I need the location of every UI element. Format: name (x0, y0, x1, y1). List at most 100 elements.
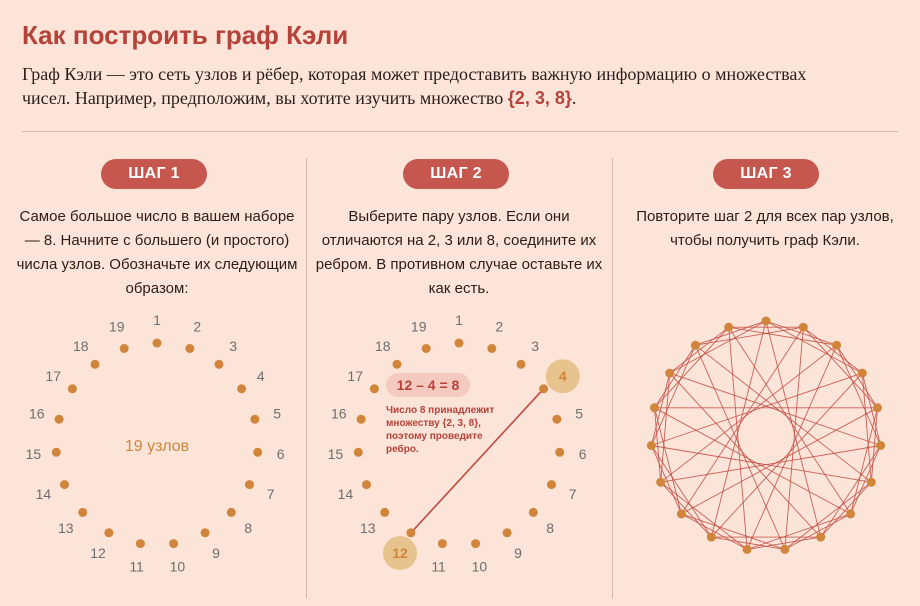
graph-node (185, 344, 195, 353)
graph-edge (784, 513, 851, 550)
graph-edge (669, 320, 767, 374)
step-2-description: Выберите пару узлов. Если они отличаются… (315, 208, 603, 297)
graph-edge (660, 481, 712, 538)
graph-edge (681, 326, 804, 515)
graph-node (226, 507, 236, 517)
node-label: 17 (45, 368, 61, 384)
node-label: 8 (546, 520, 554, 536)
graph-node (876, 441, 886, 450)
step-2-badge: ШАГ 2 (403, 159, 509, 189)
graph-edge (660, 481, 748, 550)
graph-edge (651, 372, 863, 446)
graph-edge (710, 320, 767, 538)
graph-node (646, 441, 656, 450)
graph-node (406, 528, 416, 538)
graph-edge (669, 372, 822, 538)
graph-edge (861, 373, 872, 483)
node-label: 9 (514, 545, 522, 561)
graph-node (798, 322, 808, 332)
edge-note-line: Число 8 принадлежит (386, 405, 494, 416)
graph-edge (650, 445, 682, 515)
graph-edge (728, 326, 837, 346)
graph-node (54, 414, 64, 424)
graph-node (200, 528, 210, 538)
header-divider (22, 131, 898, 132)
graph-node (353, 447, 363, 457)
graph-edge (695, 326, 804, 346)
graph-node (552, 414, 562, 424)
graph-node (250, 414, 260, 424)
highlight-node-4 (545, 359, 580, 394)
graph-edge (784, 481, 872, 550)
graph-node (78, 507, 88, 517)
graph-node (237, 384, 247, 394)
graph-edge (654, 344, 696, 409)
highlight-node-label: 4 (559, 368, 567, 384)
node-label: 5 (273, 406, 281, 422)
graph-node (857, 368, 867, 378)
graph-edge (870, 407, 878, 483)
graph-node (90, 359, 100, 369)
node-label: 13 (58, 520, 74, 536)
graph-node (502, 528, 512, 538)
node-label: 3 (531, 338, 539, 354)
graph-node (866, 477, 876, 487)
graph-edge (660, 344, 837, 483)
node-label: 11 (431, 558, 446, 574)
graph-node (369, 384, 379, 394)
node-label: 16 (331, 406, 347, 422)
graph-edges (650, 320, 882, 550)
graph-edge (784, 327, 804, 550)
step-3-diagram (646, 316, 886, 554)
edge-note-line: множеству {2, 3, 8}, (386, 418, 481, 429)
graph-edge (651, 445, 872, 483)
graph-edge (746, 345, 838, 550)
node-count-label: 19 узлов (125, 438, 189, 455)
graph-edge (660, 445, 881, 483)
graph-node (780, 544, 790, 554)
example-edge (410, 388, 545, 534)
graph-node (547, 480, 556, 490)
graph-edge (728, 326, 851, 515)
node-label: 19 (109, 319, 125, 335)
graph-node (656, 477, 666, 487)
graph-edge (650, 345, 696, 446)
graph-edge (820, 445, 881, 538)
graph-edge (681, 407, 878, 515)
graph-edge (654, 407, 851, 515)
graph-edge (765, 320, 822, 538)
node-label: 16 (29, 406, 45, 422)
graph-node (555, 447, 565, 457)
graph-node (665, 368, 675, 378)
graph-node (135, 539, 145, 549)
node-label: 4 (257, 368, 265, 384)
page-title: Как построить граф Кэли (22, 20, 349, 50)
graph-edge (669, 326, 729, 374)
graph-node (539, 384, 549, 394)
graph-edge (836, 345, 882, 446)
graph-edge (861, 372, 882, 446)
node-label: 1 (455, 312, 463, 328)
graph-edge (850, 445, 882, 515)
node-label: 6 (579, 446, 587, 462)
graph-node (816, 532, 826, 542)
highlight-node-12 (383, 536, 417, 571)
intro-set: {2, 3, 8} (507, 88, 572, 108)
node-label: 7 (267, 486, 275, 502)
equation-badge (386, 373, 470, 397)
node-label: 5 (575, 406, 583, 422)
graph-node (152, 338, 162, 348)
step-2-diagram: 12 – 4 = 8 Число 8 принадлежит множеству… (328, 312, 587, 574)
column-divider-1 (306, 158, 307, 598)
column-divider-2 (612, 158, 613, 598)
graph-edge (728, 327, 748, 550)
graph-node (650, 403, 659, 413)
step-1-badge: ШАГ 1 (101, 159, 207, 189)
graph-node (362, 480, 371, 490)
node-label: 17 (347, 368, 363, 384)
intro-text: Граф Кэли — это сеть узлов и рёбер, кото… (22, 64, 807, 108)
graph-node (169, 539, 179, 549)
graph-edge (654, 326, 730, 409)
graph-node (690, 340, 700, 350)
graph-edge (746, 513, 851, 550)
